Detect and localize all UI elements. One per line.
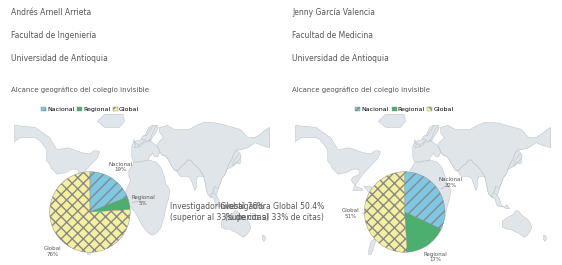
Text: Facultad de Medicina: Facultad de Medicina — [292, 31, 373, 40]
Text: Jenny García Valencia: Jenny García Valencia — [292, 8, 375, 17]
Text: Universidad de Antioquia: Universidad de Antioquia — [11, 54, 108, 63]
Wedge shape — [49, 172, 130, 252]
Polygon shape — [413, 125, 441, 162]
Polygon shape — [423, 125, 439, 142]
Polygon shape — [262, 235, 265, 241]
Polygon shape — [157, 122, 270, 198]
Polygon shape — [233, 154, 241, 166]
Polygon shape — [15, 125, 99, 191]
Polygon shape — [83, 187, 112, 255]
Text: Alcance geográfico del colegio invisible: Alcance geográfico del colegio invisible — [292, 87, 430, 93]
Wedge shape — [90, 197, 130, 212]
Legend: Nacional, Regional, Global: Nacional, Regional, Global — [38, 104, 142, 115]
Wedge shape — [90, 172, 128, 212]
Polygon shape — [97, 114, 125, 127]
Text: Global
51%: Global 51% — [342, 208, 364, 219]
Polygon shape — [406, 160, 451, 235]
Polygon shape — [492, 193, 510, 209]
Polygon shape — [543, 235, 546, 241]
Polygon shape — [514, 154, 522, 166]
Wedge shape — [364, 172, 407, 252]
Polygon shape — [221, 211, 251, 237]
Text: Regional
5%: Regional 5% — [131, 195, 155, 206]
Text: Alcance geográfico del colegio invisible: Alcance geográfico del colegio invisible — [11, 87, 149, 93]
Polygon shape — [211, 193, 229, 209]
Polygon shape — [502, 211, 532, 237]
Polygon shape — [160, 150, 241, 199]
Wedge shape — [405, 172, 445, 229]
Polygon shape — [133, 140, 139, 148]
Text: Universidad de Antioquia: Universidad de Antioquia — [292, 54, 389, 63]
Polygon shape — [378, 114, 405, 127]
Polygon shape — [132, 125, 160, 162]
Polygon shape — [441, 150, 522, 199]
Polygon shape — [438, 122, 551, 198]
Text: Facultad de Ingeniería: Facultad de Ingeniería — [11, 31, 96, 40]
Text: Regional
17%: Regional 17% — [423, 245, 447, 262]
Text: Investigadora Global 50.4%
(superior al 33% de citas): Investigadora Global 50.4% (superior al … — [218, 202, 324, 222]
Polygon shape — [364, 187, 393, 255]
Legend: Nacional, Regional, Global: Nacional, Regional, Global — [353, 104, 456, 115]
Text: Andrés Arnell Arrieta: Andrés Arnell Arrieta — [11, 8, 91, 17]
Text: Global
76%: Global 76% — [44, 241, 62, 257]
Text: Investigador Global 76%
(superior al 33% de citas): Investigador Global 76% (superior al 33%… — [170, 202, 269, 222]
Text: Nacional
19%: Nacional 19% — [108, 162, 133, 179]
Polygon shape — [414, 140, 420, 148]
Text: Nacional
32%: Nacional 32% — [438, 178, 463, 189]
Polygon shape — [125, 160, 170, 235]
Polygon shape — [142, 125, 158, 142]
Polygon shape — [296, 125, 380, 191]
Wedge shape — [405, 212, 441, 252]
